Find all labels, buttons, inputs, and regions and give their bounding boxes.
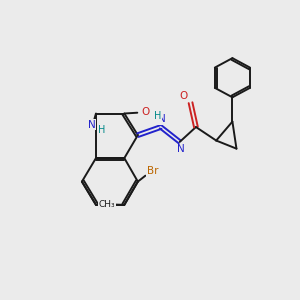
Text: H: H [98, 125, 105, 135]
Text: N: N [177, 145, 185, 154]
Text: O: O [142, 107, 150, 117]
Text: O: O [180, 91, 188, 101]
Text: N: N [88, 120, 96, 130]
Text: CH₃: CH₃ [98, 200, 115, 209]
Text: Br: Br [147, 166, 158, 176]
Text: H: H [154, 111, 162, 121]
Text: N: N [158, 115, 166, 124]
